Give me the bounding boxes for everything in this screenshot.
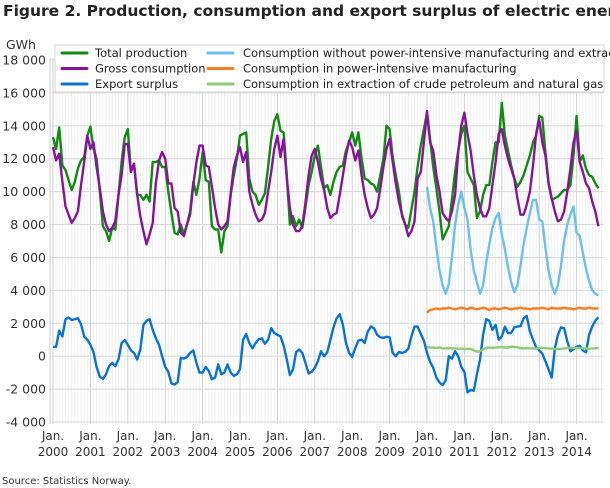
x-tick-month: Jan. <box>153 429 176 443</box>
y-tick-label: 6 000 <box>10 250 46 265</box>
y-axis-ticks: 18 000 16 000 14 000 12 000 10 000 8 000 6 000… <box>2 53 46 430</box>
x-tick-month: Jan. <box>564 429 587 443</box>
grid <box>49 58 604 424</box>
x-tick-month: Jan. <box>190 429 213 443</box>
x-tick-month: Jan. <box>377 429 400 443</box>
y-tick-label: 0 <box>38 349 46 364</box>
y-tick-label: 18 000 <box>2 53 46 68</box>
legend-label: Consumption in power-intensive manufactu… <box>243 62 517 76</box>
y-tick-label: 10 000 <box>2 184 46 199</box>
y-tick-label: 16 000 <box>2 85 46 100</box>
y-axis-unit: GWh <box>6 37 36 52</box>
x-tick-year: 2003 <box>150 445 181 459</box>
x-tick-month: Jan. <box>116 429 139 443</box>
legend-label: Export surplus <box>95 77 178 91</box>
legend-label: Total production <box>94 46 187 60</box>
x-tick-month: Jan. <box>527 429 550 443</box>
x-tick-month: Jan. <box>265 429 288 443</box>
chart-title: Figure 2. Production, consumption and ex… <box>3 2 610 20</box>
legend-label: Gross consumption <box>95 62 206 76</box>
x-tick-month: Jan. <box>41 429 64 443</box>
x-tick-year: 2001 <box>75 445 106 459</box>
y-tick-label: 2 000 <box>10 316 46 331</box>
x-tick-year: 2009 <box>374 445 405 459</box>
series-lines <box>51 101 600 394</box>
x-tick-year: 2010 <box>412 445 443 459</box>
x-tick-year: 2013 <box>524 445 555 459</box>
x-tick-month: Jan. <box>303 429 326 443</box>
x-tick-year: 2011 <box>449 445 480 459</box>
x-tick-year: 2012 <box>487 445 518 459</box>
x-tick-year: 2014 <box>561 445 592 459</box>
series-line-consumption-in-power-intensive-manufacturing <box>426 306 599 314</box>
x-tick-month: Jan. <box>452 429 475 443</box>
y-tick-label: 8 000 <box>10 217 46 232</box>
series-line-consumption-in-extraction-of-crude-petroleum-and-natural-gas <box>426 345 599 353</box>
x-tick-month: Jan. <box>228 429 251 443</box>
legend: Total production Gross consumptionExport … <box>54 44 610 93</box>
legend-box <box>54 44 605 93</box>
series-line-export-surplus <box>53 313 600 394</box>
x-tick-month: Jan. <box>490 429 513 443</box>
y-tick-label: 14 000 <box>2 118 46 133</box>
x-tick-month: Jan. <box>78 429 101 443</box>
x-tick-year: 2007 <box>300 445 331 459</box>
x-axis-ticks: Jan. 2000 Jan. 2001 Jan. 2002 Jan. 2003 Jan. 2004… <box>38 429 592 459</box>
x-tick-year: 2004 <box>187 445 218 459</box>
x-tick-year: 2000 <box>38 445 69 459</box>
x-tick-year: 2006 <box>262 445 293 459</box>
legend-label: Consumption without power-intensive manu… <box>243 46 610 60</box>
series-line-total-production <box>51 101 600 254</box>
y-tick-label: 12 000 <box>2 151 46 166</box>
series-line-consumption-without-power-intensive-manufacturing-and-extraction <box>425 186 599 297</box>
x-tick-month: Jan. <box>415 429 438 443</box>
x-tick-year: 2008 <box>337 445 368 459</box>
legend-label: Consumption in extraction of crude petro… <box>243 77 603 91</box>
y-tick-label: -2 000 <box>6 382 46 397</box>
x-tick-year: 2005 <box>225 445 256 459</box>
y-tick-label: 4 000 <box>10 283 46 298</box>
y-tick-label: -4 000 <box>6 415 46 430</box>
x-tick-month: Jan. <box>340 429 363 443</box>
source-note: Source: Statistics Norway. <box>2 476 131 487</box>
x-tick-year: 2002 <box>113 445 144 459</box>
series-line-gross-consumption <box>51 109 600 246</box>
